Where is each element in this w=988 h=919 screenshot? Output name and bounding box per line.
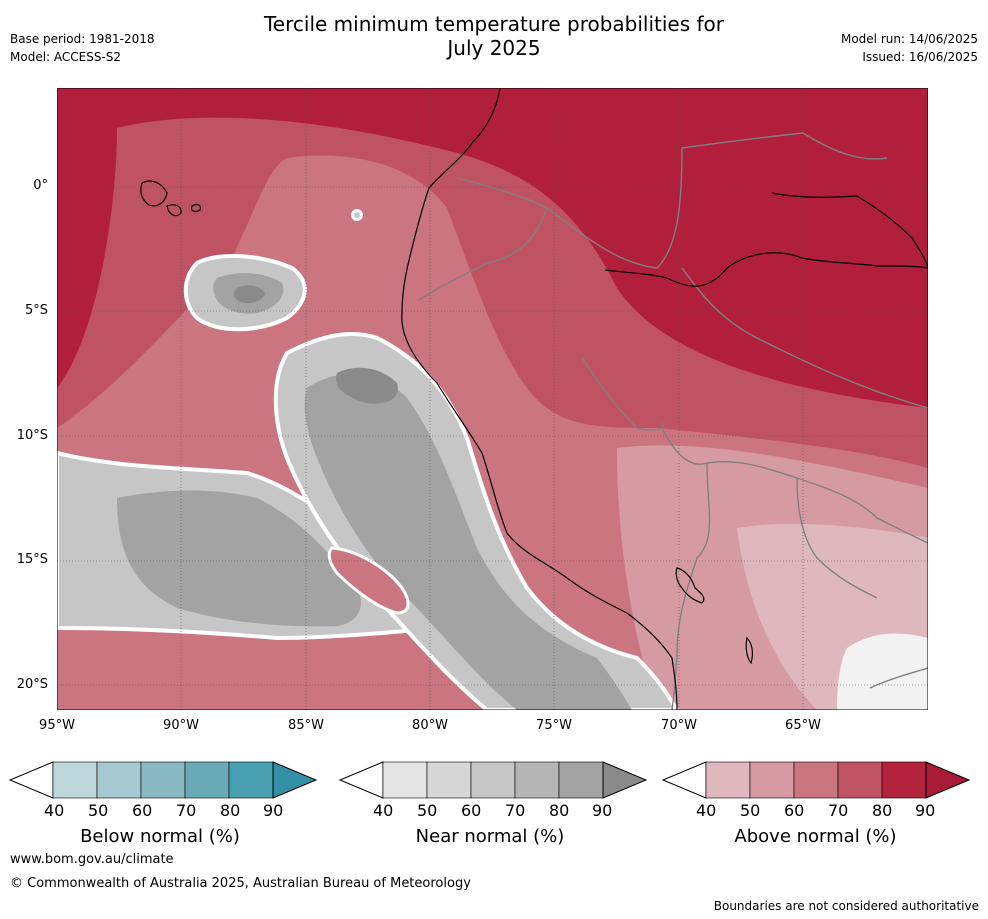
- low-signal-region: [837, 633, 928, 710]
- map-title: Tercile minimum temperature probabilitie…: [0, 12, 988, 60]
- lon-label-70w: 70°W: [661, 718, 697, 733]
- legend-below-tick-80: 80: [220, 801, 241, 820]
- legend-above-tick-50: 50: [740, 801, 761, 820]
- legend-above-colorbar: [661, 761, 971, 799]
- legend-below-tick-50: 50: [88, 801, 109, 820]
- near-normal-spot-north-core: [354, 212, 360, 218]
- legend-above-title: Above normal (%): [734, 826, 897, 847]
- legend-below-colorbar: [8, 761, 318, 799]
- copyright-text: © Commonwealth of Australia 2025, Austra…: [10, 876, 471, 891]
- near-normal-dark-core: [304, 374, 632, 710]
- lon-label-95w: 95°W: [39, 718, 75, 733]
- legend-near-tick-80: 80: [549, 801, 570, 820]
- legend-above-tick-40: 40: [696, 801, 717, 820]
- legend-near-tick-50: 50: [417, 801, 438, 820]
- model-label: Model: ACCESS-S2: [10, 50, 122, 64]
- model-run-label: Model run: 14/06/2025: [840, 32, 978, 46]
- lon-label-75w: 75°W: [536, 718, 572, 733]
- lat-label-5s: 5°S: [24, 303, 48, 318]
- above-normal-inset-region: [327, 546, 410, 615]
- legend-near-colorbar: [338, 761, 648, 799]
- lon-label-90w: 90°W: [163, 718, 199, 733]
- legend-near-tick-70: 70: [505, 801, 526, 820]
- legend-above-tick-60: 60: [784, 801, 805, 820]
- legend-near-tick-90: 90: [592, 801, 613, 820]
- legend-below-tick-60: 60: [132, 801, 153, 820]
- lon-label-65w: 65°W: [785, 718, 821, 733]
- legend-above-tick-90: 90: [915, 801, 936, 820]
- country-borders: [418, 132, 928, 710]
- legend-below-tick-90: 90: [263, 801, 284, 820]
- legend-below-title: Below normal (%): [80, 826, 240, 847]
- base-period-label: Base period: 1981-2018: [10, 32, 155, 46]
- near-normal-dark-west: [117, 490, 361, 627]
- map-title-line2: July 2025: [447, 36, 541, 60]
- map-title-line1: Tercile minimum temperature probabilitie…: [263, 12, 725, 36]
- disclaimer-text: Boundaries are not considered authoritat…: [713, 899, 979, 913]
- issued-label: Issued: 16/06/2025: [862, 50, 978, 64]
- legend-below-tick-40: 40: [44, 801, 65, 820]
- coastline: [140, 88, 928, 710]
- lat-label-0: 0°: [33, 178, 48, 193]
- legend-near-title: Near normal (%): [415, 826, 565, 847]
- legend-above-tick-70: 70: [828, 801, 849, 820]
- legend-below-tick-70: 70: [176, 801, 197, 820]
- lon-label-80w: 80°W: [412, 718, 448, 733]
- legend-above-tick-80: 80: [872, 801, 893, 820]
- website-link[interactable]: www.bom.gov.au/climate: [10, 852, 174, 867]
- legend-near-tick-60: 60: [461, 801, 482, 820]
- probability-map: [57, 88, 928, 710]
- lat-label-10s: 10°S: [16, 428, 48, 443]
- lat-label-20s: 20°S: [16, 677, 48, 692]
- lat-label-15s: 15°S: [16, 552, 48, 567]
- legend-near-tick-40: 40: [373, 801, 394, 820]
- lon-label-85w: 85°W: [288, 718, 324, 733]
- southern-above-normal-region: [57, 633, 527, 710]
- near-normal-darkest-spot: [336, 367, 398, 404]
- near-normal-island-darkest: [233, 285, 265, 304]
